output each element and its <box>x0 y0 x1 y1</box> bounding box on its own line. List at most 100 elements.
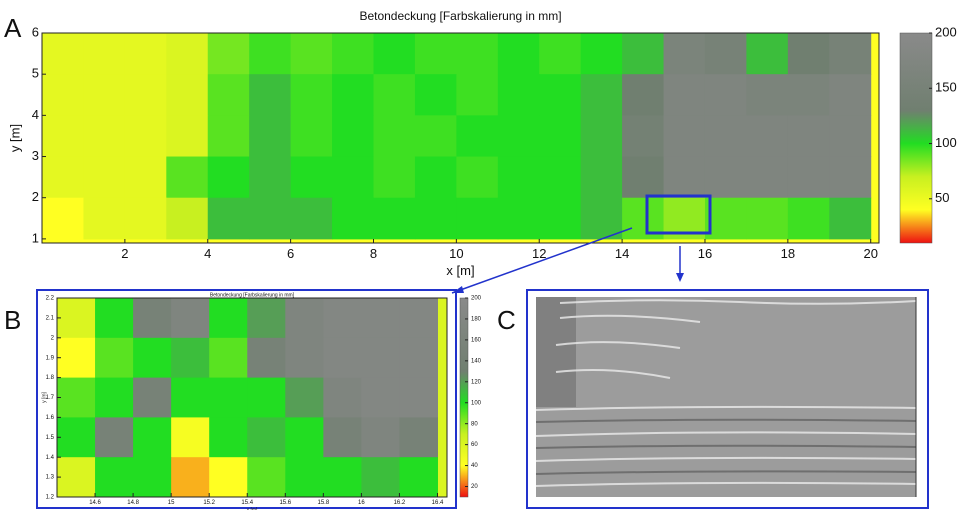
heat-cell <box>746 33 789 75</box>
x-tick-label: 14 <box>615 246 629 261</box>
y-tick-label: 1 <box>32 230 39 245</box>
heat-cell <box>361 377 400 418</box>
heat-cell <box>171 377 210 418</box>
colorbar-tick-label: 50 <box>935 190 949 205</box>
heat-cell <box>373 197 416 240</box>
heat-cell <box>746 115 789 158</box>
heat-cell <box>456 74 499 116</box>
heat-cell <box>332 115 374 158</box>
x-tick-label: 14.6 <box>89 500 101 506</box>
heat-cell <box>373 115 416 158</box>
heat-cell <box>171 457 210 498</box>
heat-cell <box>290 197 333 240</box>
heat-cell <box>249 74 292 116</box>
heat-cell <box>787 74 830 116</box>
heat-cell <box>290 33 333 75</box>
heat-cell <box>373 74 416 116</box>
x-tick-label: 15.8 <box>317 500 329 506</box>
colorbar-tick-label: 60 <box>471 442 478 448</box>
colorbar-tick-label: 80 <box>471 421 478 427</box>
colorbar <box>899 32 933 244</box>
x-tick-label: 15 <box>168 500 175 506</box>
colorbar-tick-label: 20 <box>471 484 478 490</box>
heat-cell <box>83 115 126 158</box>
x-tick-label: 18 <box>781 246 795 261</box>
heat-cell <box>42 74 84 116</box>
heat-cell <box>124 156 167 199</box>
heat-cell <box>332 156 374 199</box>
heat-cell <box>207 33 250 75</box>
panel-label: C <box>497 305 516 335</box>
heat-cell <box>247 298 286 339</box>
heat-cell <box>829 115 872 158</box>
heat-cell <box>95 417 134 458</box>
heat-cell <box>207 197 250 240</box>
heat-cell <box>249 156 292 199</box>
heat-cell <box>373 156 416 199</box>
heat-cell <box>456 156 499 199</box>
zoom-box <box>645 194 712 235</box>
heat-cell <box>171 298 210 339</box>
heat-cell <box>829 197 872 240</box>
colorbar-tick-label: 200 <box>935 24 957 39</box>
heat-cell <box>249 115 292 158</box>
heat-cell <box>95 298 134 339</box>
heat-cell <box>580 197 623 240</box>
heat-cell <box>166 197 209 240</box>
heat-cell <box>746 156 789 199</box>
x-tick-label: 16.4 <box>432 500 444 506</box>
heat-cell <box>414 33 457 75</box>
heat-cell <box>361 457 400 498</box>
heat-cell <box>247 417 286 458</box>
colorbar-tick-label: 180 <box>471 317 482 323</box>
heat-cell <box>57 337 96 379</box>
x-tick-label: 16 <box>358 500 365 506</box>
heat-cell <box>166 33 209 75</box>
heat-cell <box>539 33 582 75</box>
heat-cell <box>42 197 84 240</box>
heat-cell <box>171 337 210 379</box>
heat-cell <box>663 115 706 158</box>
heat-cell <box>580 74 623 116</box>
heat-cell <box>539 74 582 116</box>
heat-cell <box>787 115 830 158</box>
heat-cell <box>704 74 747 116</box>
arrow-head <box>676 273 684 282</box>
x-tick-label: 14.8 <box>127 500 139 506</box>
heat-cell <box>829 74 872 116</box>
heat-cell <box>95 457 134 498</box>
heat-cell <box>704 115 747 158</box>
heat-cell <box>124 74 167 116</box>
heat-cell <box>580 33 623 75</box>
heat-cell <box>332 33 374 75</box>
y-tick-label: 2.2 <box>46 296 55 302</box>
heat-cell <box>57 457 96 498</box>
heat-cell <box>124 115 167 158</box>
heat-cell <box>829 156 872 199</box>
heat-cell <box>247 337 286 379</box>
x-tick-label: 6 <box>287 246 294 261</box>
heat-cell <box>285 417 324 458</box>
heat-cell <box>497 33 540 75</box>
heat-cell <box>209 377 248 418</box>
colorbar-tick-label: 100 <box>935 135 957 150</box>
heat-cell <box>622 74 665 116</box>
x-tick-label: 12 <box>532 246 546 261</box>
heat-cell <box>247 457 286 498</box>
heat-cell <box>622 115 665 158</box>
heat-cell <box>290 156 333 199</box>
heat-cell <box>285 377 324 418</box>
y-tick-label: 2 <box>32 189 39 204</box>
heat-cell <box>704 197 747 240</box>
heat-cell <box>361 337 400 379</box>
x-tick-label: 10 <box>449 246 463 261</box>
heat-cell <box>323 417 362 458</box>
heat-cell <box>83 197 126 240</box>
heat-cell <box>787 33 830 75</box>
heat-cell <box>166 156 209 199</box>
heat-cell <box>133 337 172 379</box>
arrow <box>451 227 633 294</box>
heat-cell <box>622 156 665 199</box>
heat-cell <box>663 33 706 75</box>
y-tick-label: 1.4 <box>46 455 55 461</box>
